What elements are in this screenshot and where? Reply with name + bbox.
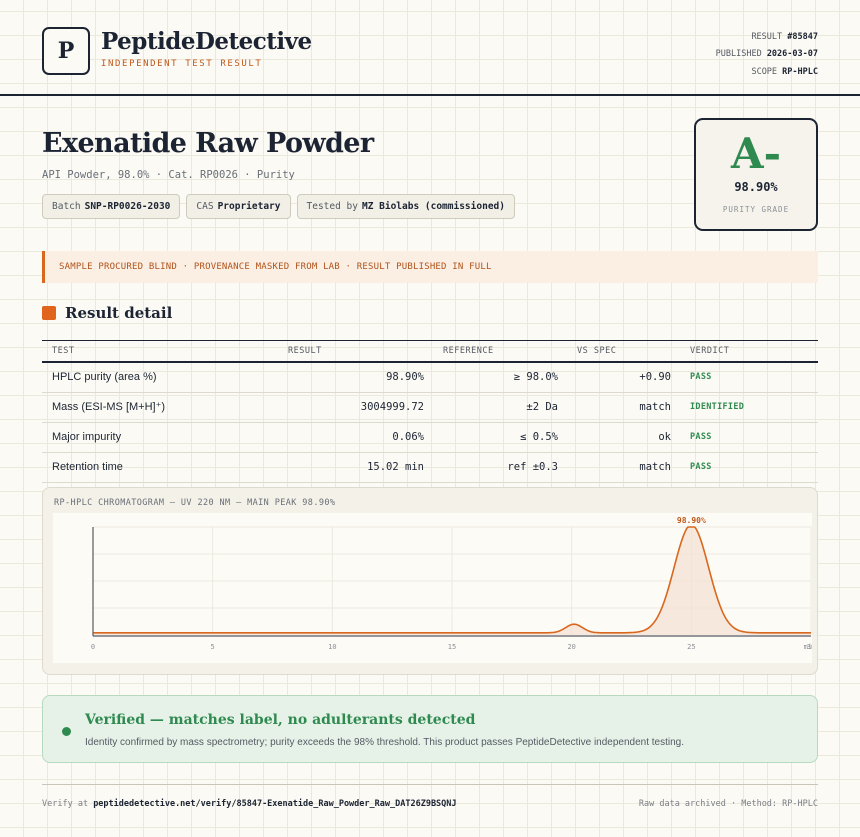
cell-vs-spec: match	[639, 401, 671, 413]
chromatogram-plot-area: 0 5 10 15 20 25 30min 98.90%	[53, 513, 812, 663]
brand-logo: P	[42, 27, 90, 75]
col-vs-spec: VS SPEC	[577, 346, 617, 356]
cell-verdict: PASS	[690, 432, 712, 442]
x-tick-label: 25	[687, 643, 695, 651]
brand-name: PeptideDetective	[101, 28, 312, 55]
result-id-label: RESULT	[751, 32, 783, 42]
scope-value: RP-HPLC	[782, 66, 818, 77]
table-row: Retention time 15.02 min ref ±0.3 match …	[42, 453, 818, 483]
published-date: 2026-03-07	[766, 49, 818, 60]
batch-chip: Batch SNP-RP0026-2030	[42, 194, 181, 219]
product-chips: Batch SNP-RP0026-2030 CAS Proprietary Test…	[42, 194, 515, 219]
chromatogram-caption: RP-HPLC CHROMATOGRAM — UV 220 NM — MAIN …	[54, 498, 336, 508]
cell-reference: ≥ 98.0%	[513, 371, 558, 383]
cell-test: Major impurity	[52, 431, 122, 443]
footer-archive-note: Raw data archived · Method: RP-HPLC	[638, 799, 818, 809]
cell-result: 98.90%	[386, 371, 424, 383]
grade-purity: 98.90%	[734, 180, 778, 194]
result-id: #85847	[787, 32, 818, 42]
published-label: PUBLISHED	[715, 49, 762, 60]
verified-text: Identity confirmed by mass spectrometry;…	[85, 737, 685, 748]
verify-prefix: Verify at	[42, 799, 89, 809]
cell-vs-spec: +0.90	[639, 371, 671, 383]
verified-dot-icon	[62, 727, 71, 736]
section-title: Result detail	[65, 304, 173, 322]
grade-letter: A-	[730, 129, 782, 178]
procurement-banner: SAMPLE PROCURED BLIND · PROVENANCE MASKE…	[42, 251, 818, 283]
tested-by-chip: Tested by MZ Biolabs (commissioned)	[296, 194, 515, 219]
chromatogram-chart: 0 5 10 15 20 25 30min 98.90%	[91, 516, 812, 651]
x-tick-label: 30	[807, 643, 812, 651]
x-unit-label: min	[804, 643, 812, 651]
col-result: RESULT	[288, 346, 322, 356]
result-meta: RESULT #85847 PUBLISHED 2026-03-07 SCOPE…	[716, 29, 818, 81]
cell-verdict: IDENTIFIED	[690, 402, 745, 412]
cell-result: 15.02 min	[367, 461, 424, 473]
page-title: Exenatide Raw Powder	[42, 128, 374, 159]
verified-title: Verified — matches label, no adulterants…	[85, 712, 476, 728]
cell-reference: ±2 Da	[526, 401, 558, 413]
header-divider	[0, 94, 860, 96]
cell-result: 3004999.72	[360, 401, 424, 413]
x-tick-label: 15	[448, 643, 456, 651]
scope-label: SCOPE	[751, 66, 778, 77]
table-row: Major impurity 0.06% ≤ 0.5% ok PASS	[42, 423, 818, 453]
cell-verdict: PASS	[690, 462, 712, 472]
col-reference: REFERENCE	[443, 346, 494, 356]
table-row: Mass (ESI-MS [M+H]⁺) 3004999.72 ±2 Da ma…	[42, 393, 818, 423]
chip-value: MZ Biolabs (commissioned)	[361, 201, 505, 212]
cell-result: 0.06%	[392, 431, 424, 443]
cell-vs-spec: ok	[658, 431, 671, 443]
cell-vs-spec: match	[639, 461, 671, 473]
cell-reference: ≤ 0.5%	[520, 431, 558, 443]
purity-grade-card: A- 98.90% PURITY GRADE	[694, 118, 818, 231]
chip-label: Tested by	[306, 201, 358, 212]
cell-test: Mass (ESI-MS [M+H]⁺)	[52, 401, 166, 413]
brand-logo-letter: P	[57, 38, 75, 64]
cell-verdict: PASS	[690, 372, 712, 382]
x-tick-label: 20	[567, 643, 575, 651]
verified-panel: Verified — matches label, no adulterants…	[42, 695, 818, 763]
x-tick-label: 5	[211, 643, 215, 651]
col-verdict: VERDICT	[690, 346, 730, 356]
footer-verify: Verify at peptidedetective.net/verify/85…	[42, 799, 457, 809]
cell-test: Retention time	[52, 461, 123, 473]
chip-value: SNP-RP0026-2030	[84, 201, 171, 212]
table-row: HPLC purity (area %) 98.90% ≥ 98.0% +0.9…	[42, 363, 818, 393]
chip-label: CAS	[196, 201, 214, 212]
cell-reference: ref ±0.3	[507, 461, 558, 473]
cas-chip: CAS Proprietary	[186, 194, 291, 219]
chip-value: Proprietary	[217, 201, 281, 212]
cell-test: HPLC purity (area %)	[52, 371, 157, 383]
peak-label: 98.90%	[677, 516, 706, 525]
footer-divider	[42, 784, 818, 785]
chip-label: Batch	[52, 201, 81, 212]
chromatogram-line	[93, 526, 811, 634]
chromatogram-card: RP-HPLC CHROMATOGRAM — UV 220 NM — MAIN …	[42, 487, 818, 675]
product-subtitle: API Powder, 98.0% · Cat. RP0026 · Purity	[42, 169, 295, 181]
table-header: TEST RESULT REFERENCE VS SPEC VERDICT	[42, 340, 818, 363]
verify-link[interactable]: peptidedetective.net/verify/85847-Exenat…	[93, 799, 457, 809]
col-test: TEST	[52, 346, 75, 356]
results-table: TEST RESULT REFERENCE VS SPEC VERDICT HP…	[42, 340, 818, 483]
x-tick-label: 0	[91, 643, 95, 651]
brand-tagline: INDEPENDENT TEST RESULT	[101, 59, 263, 69]
x-tick-label: 10	[328, 643, 336, 651]
grade-label: PURITY GRADE	[722, 205, 790, 214]
section-marker	[42, 306, 56, 320]
